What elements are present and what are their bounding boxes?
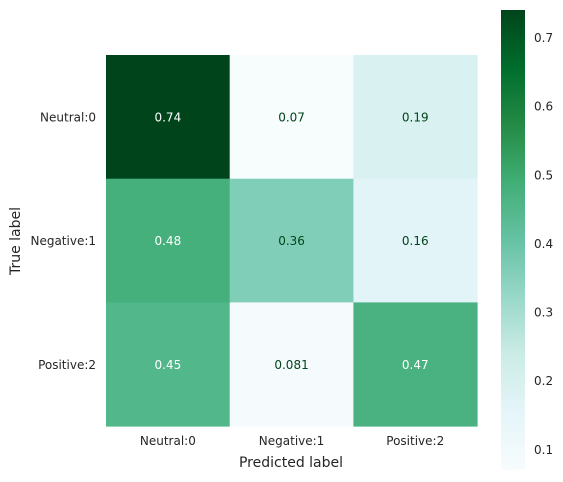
x-tick-label: Positive:2 bbox=[386, 434, 444, 448]
colorbar-tick-label: 0.7 bbox=[534, 31, 553, 45]
cell-value-label: 0.36 bbox=[278, 234, 305, 248]
colorbar-tick-label: 0.2 bbox=[534, 374, 553, 388]
colorbar-tick-label: 0.1 bbox=[534, 443, 553, 457]
colorbar-tick-label: 0.3 bbox=[534, 306, 553, 320]
colorbar-tick-label: 0.4 bbox=[534, 237, 553, 251]
colorbar-tick-label: 0.6 bbox=[534, 100, 553, 114]
colorbar-ticks: 0.1 0.2 0.3 0.4 0.5 0.6 0.7 bbox=[534, 31, 553, 457]
cell-value-label: 0.47 bbox=[402, 358, 429, 372]
cell-value-label: 0.081 bbox=[274, 358, 308, 372]
x-tick-label: Neutral:0 bbox=[140, 434, 196, 448]
y-tick-label: Negative:1 bbox=[30, 234, 96, 248]
x-axis-label: Predicted label bbox=[239, 455, 343, 471]
cell-value-label: 0.16 bbox=[402, 234, 429, 248]
y-axis-ticks: Neutral:0 Negative:1 Positive:2 bbox=[30, 110, 96, 371]
x-axis-ticks: Neutral:0 Negative:1 Positive:2 bbox=[140, 434, 444, 448]
cell-value-label: 0.48 bbox=[154, 234, 181, 248]
colorbar bbox=[501, 10, 525, 470]
y-tick-label: Positive:2 bbox=[38, 358, 96, 372]
cell-value-label: 0.07 bbox=[278, 110, 305, 124]
colorbar-tick-label: 0.5 bbox=[534, 168, 553, 182]
y-tick-label: Neutral:0 bbox=[40, 110, 96, 124]
cell-value-label: 0.19 bbox=[402, 110, 429, 124]
y-axis-label: True label bbox=[8, 207, 24, 276]
cell-value-label: 0.74 bbox=[154, 110, 181, 124]
cell-value-label: 0.45 bbox=[154, 358, 181, 372]
x-tick-label: Negative:1 bbox=[259, 434, 325, 448]
